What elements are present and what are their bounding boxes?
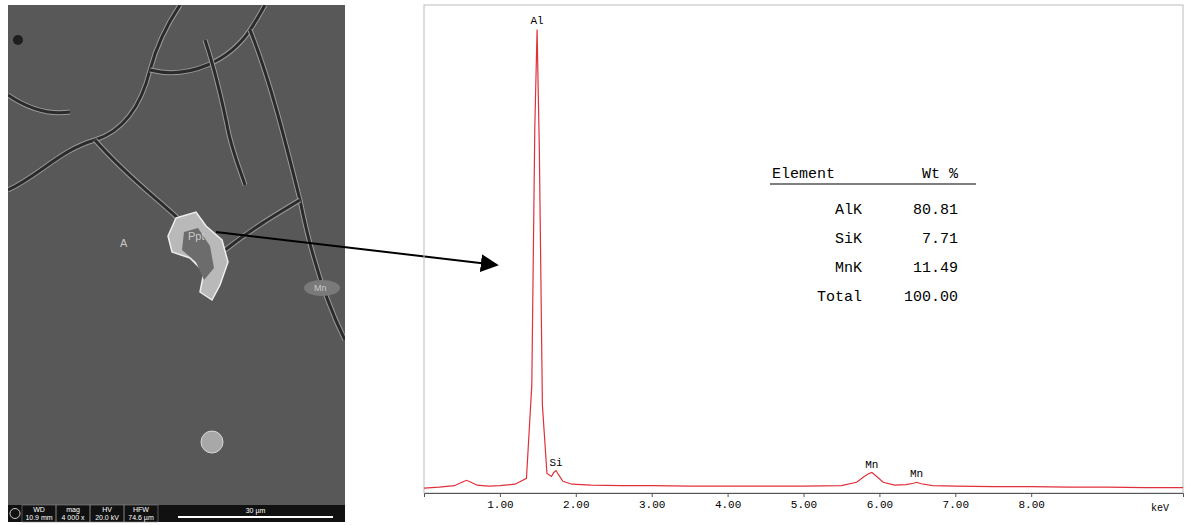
grain-boundary-edge [8,95,70,113]
x-tick: 4.00 [715,493,741,511]
x-tick: 5.00 [791,493,817,511]
grain-boundary [250,30,345,340]
peak-label: Mn [910,468,923,480]
peak-labels: Al Si Mn Mn [529,15,924,480]
table-header: Wt % [922,166,959,183]
spectrum-line [424,29,1183,488]
peak-label: Si [549,457,563,469]
figure: A Ppt Mn WD10.9 mm mag4 000 x HV20.0 kV HFW74.… [0,0,1188,525]
grain-boundary [150,5,265,73]
table-header: Element [772,166,835,183]
table: Element Wt % AlK 80.81 SiK 7.71 MnK 11.49 Total 1… [770,166,976,306]
info-name: HFW [133,506,149,513]
info-cell [124,505,158,522]
x-tick: 8.00 [1018,493,1044,511]
x-tick-label: 2.00 [563,499,589,511]
x-tick-label: 8.00 [1018,499,1044,511]
arrow [216,232,497,265]
table-cell: 100.00 [904,289,958,306]
x-tick-label: 4.00 [715,499,741,511]
info-name: WD [33,506,45,513]
table-cell: MnK [835,260,862,277]
grain-boundary [8,5,180,190]
x-tick: 7.00 [943,493,969,511]
info-bar: WD10.9 mm mag4 000 x HV20.0 kV HFW74.6 µm 30… [8,505,345,522]
info-cell [56,505,90,522]
peak-label-patch [864,459,879,471]
info-cell [90,505,124,522]
marks [424,29,1183,488]
particle [168,212,228,300]
x-tick-mark [728,493,729,497]
pore [13,35,23,45]
micrograph-label: Ppt [188,230,205,242]
micrograph-texture [8,5,345,453]
x-tick: 1.00 [487,493,513,511]
peak-label-patch [909,468,924,480]
x-tick-label: 6.00 [867,499,893,511]
info-value: 74.6 µm [128,514,154,522]
table-cell: 11.49 [913,260,958,277]
table-cell: Total [817,289,862,306]
particle-core [182,228,214,280]
grain-boundary [8,95,70,113]
x-tick: 6.00 [867,493,893,511]
info-name: mag [66,506,80,514]
x-tick-mark [955,493,956,497]
x-tick-label: 3.00 [639,499,665,511]
grain-boundary-edge [225,200,300,250]
info-bar-ground [8,505,345,522]
x-tick-mark [804,493,805,497]
x-tick-mark [652,493,653,497]
grain-boundary-edge [150,5,265,73]
peak-label-patch [529,15,544,27]
table-cell: AlK [835,202,862,219]
x-tick-label: 1.00 [487,499,513,511]
x-axis: 1.00 2.00 3.00 4.00 5.00 6.00 7.00 8.00 [425,493,1184,511]
grain-boundary [95,140,185,225]
x-tick: 3.00 [639,493,665,511]
x-tick-label: 5.00 [791,499,817,511]
micrograph: A Ppt Mn WD10.9 mm mag4 000 x HV20.0 kV HFW74.… [8,5,345,522]
x-tick-mark [500,493,501,497]
inclusion [201,431,223,453]
grain-boundary-edge [8,5,180,190]
micrograph-label: A [120,237,128,249]
grain-boundary-edge [250,30,345,340]
peak-label: Mn [865,459,878,471]
table-cell: 7.71 [922,231,958,248]
scale-bar [178,516,333,518]
table-cell: SiK [835,231,862,248]
micrograph-ground [8,5,345,505]
peak-label-patch [548,457,564,469]
x-tick-mark [576,493,577,497]
grain-boundary [205,40,245,185]
info-cell [22,505,56,522]
chart: 1.00 2.00 3.00 4.00 5.00 6.00 7.00 8.00 keV Al Si M… [424,5,1184,514]
grain-boundary [225,200,300,250]
x-tick-mark [1031,493,1032,497]
table-rule [770,183,976,184]
info-name: HV [102,506,112,513]
plot-frame [424,5,1183,493]
logo [10,509,20,519]
x-axis-title: keV [1151,503,1169,514]
peak-label: Al [530,15,543,27]
table-cell: 80.81 [913,202,958,219]
grain-boundary-edge [95,140,185,225]
x-tick-label: 7.00 [943,499,969,511]
phase [304,280,340,296]
x-tick-mark [879,493,880,497]
x-axis-line [425,494,1184,498]
info-value: 20.0 kV [95,514,119,521]
info-value: 10.9 mm [25,514,52,521]
micrograph-label: Mn [314,283,327,293]
info-value: 4 000 x [62,514,85,521]
x-tick: 2.00 [563,493,589,511]
scale-bar-label: 30 µm [246,507,266,515]
grain-boundary-edge [205,40,245,185]
